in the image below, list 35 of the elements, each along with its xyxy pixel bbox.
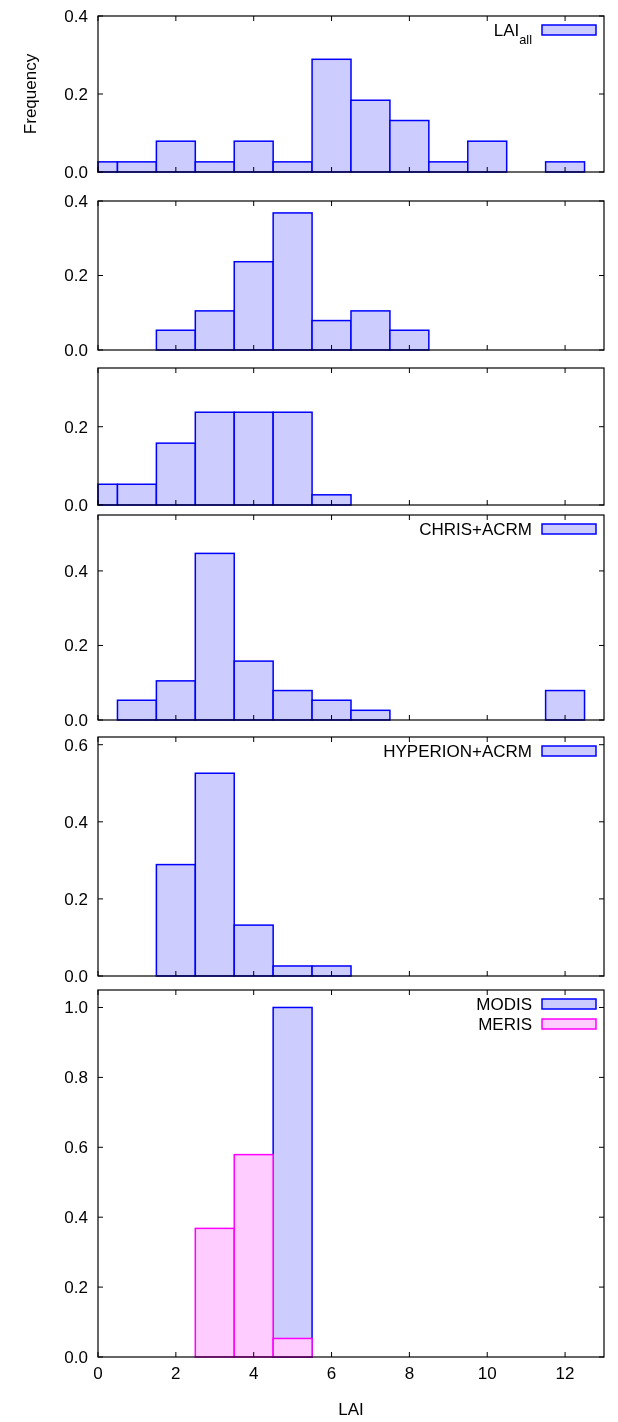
x-axis-title: LAI [338,1400,364,1419]
y-tick-label: 0.2 [64,266,88,286]
x-tick-label: 12 [555,1364,575,1383]
x-tick-label: 4 [248,1364,259,1383]
y-tick-label: 0.4 [64,191,88,211]
y-tick-label: 0.2 [64,636,88,656]
y-tick-label: 0.4 [64,812,88,832]
y-tick-label: 0.4 [64,561,88,581]
x-tick-label: 6 [326,1364,337,1383]
y-tick-label: 0.4 [64,6,88,26]
y-tick-label: 0.2 [64,417,88,437]
legend-label: HYPERION+ACRM [383,741,532,761]
legend-label: LAI$_{all}$ [493,20,532,47]
y-tick-label: 0.6 [64,1138,88,1158]
y-tick-label: 0.2 [64,889,88,909]
y-tick-label: 0.0 [64,162,88,182]
x-tick-label: 0 [93,1364,103,1383]
legend-label: CHRIS+ACRM [419,519,532,539]
y-tick-label: 0.0 [64,966,88,986]
x-tick-label: 8 [404,1364,415,1383]
y-axis-title: Frequency [21,53,40,135]
y-tick-label: 0.6 [64,735,88,755]
y-tick-label: 0.0 [64,710,88,730]
y-tick-label: 0.8 [64,1068,88,1088]
x-tick-label: 2 [171,1364,181,1383]
legend-label: MERIS [478,1014,532,1034]
y-tick-label: 0.0 [64,495,88,515]
y-tick-label: 0.4 [64,1208,88,1228]
y-tick-label: 0.2 [64,1278,88,1298]
y-tick-label: 0.2 [64,84,88,104]
x-tick-label: 10 [477,1364,497,1383]
legend-label: MODIS [476,994,532,1014]
y-tick-label: 0.0 [64,1347,88,1367]
y-tick-label: 1.0 [64,998,88,1018]
y-tick-label: 0.0 [64,340,88,360]
